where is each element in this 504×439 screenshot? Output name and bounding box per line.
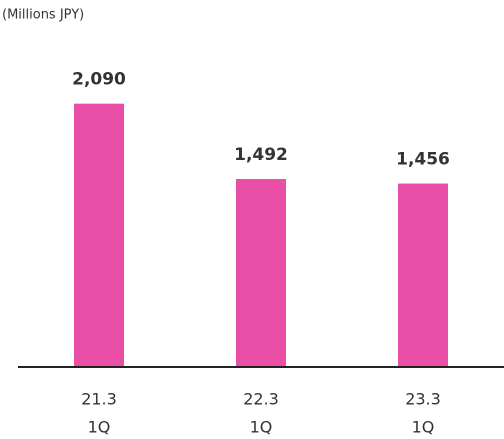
- x-tick-label: 22.3: [243, 390, 279, 409]
- x-tick-label: 1Q: [412, 418, 435, 437]
- value-label: 1,492: [234, 145, 288, 165]
- bar: [236, 179, 286, 367]
- unit-label: (Millions JPY): [2, 8, 84, 23]
- x-tick-label: 1Q: [250, 418, 273, 437]
- x-tick-label: 21.3: [81, 390, 117, 409]
- bar: [74, 103, 124, 367]
- x-tick-label: 23.3: [405, 390, 441, 409]
- x-tick-label: 1Q: [88, 418, 111, 437]
- value-label: 1,456: [396, 150, 450, 170]
- bar: [398, 183, 448, 367]
- value-label: 2,090: [72, 70, 126, 90]
